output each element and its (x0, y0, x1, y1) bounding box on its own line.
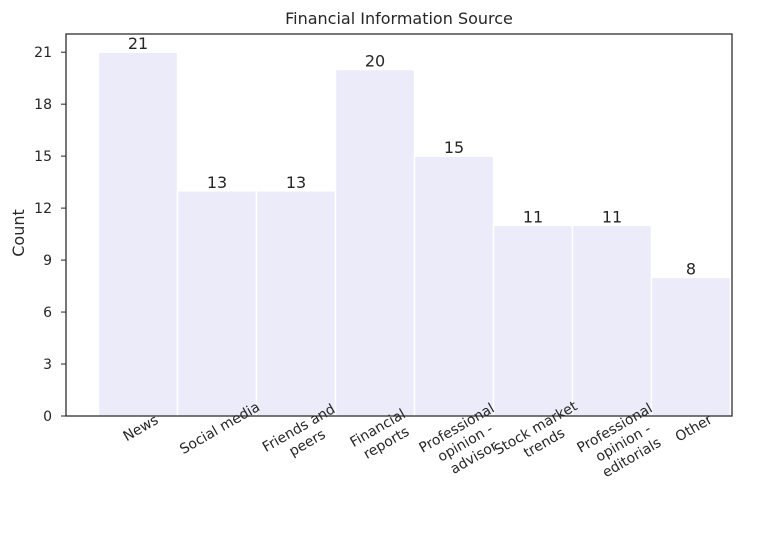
plot-frame (65, 33, 733, 417)
y-tick-label: 12 (34, 201, 52, 217)
bar-value-label: 15 (444, 138, 464, 157)
y-axis-ticks: 0 3 6 9 12 15 18 21 (34, 45, 66, 425)
bar (255, 190, 337, 417)
bar (650, 276, 732, 417)
bar-value-label: 11 (523, 207, 543, 226)
y-tick-label: 21 (34, 45, 52, 61)
bar (97, 51, 179, 417)
y-tick-label: 9 (43, 253, 52, 269)
y-tick-label: 15 (34, 149, 52, 165)
x-tick-label-line: News (121, 412, 162, 445)
bars (97, 51, 732, 417)
y-tick-label: 0 (43, 409, 52, 425)
bar (571, 224, 653, 417)
bar-value-label: 21 (128, 34, 148, 53)
bar (413, 155, 495, 417)
chart-title: Financial Information Source (285, 9, 513, 28)
bar (334, 68, 416, 417)
bar (492, 224, 574, 417)
bar-value-label: 20 (365, 52, 385, 71)
bar-value-label: 13 (286, 173, 306, 192)
bar-value-label: 11 (602, 207, 622, 226)
x-tick-label: News (121, 412, 162, 445)
y-tick-label: 18 (34, 97, 52, 113)
bar (176, 190, 258, 417)
y-tick-label: 3 (43, 357, 52, 373)
y-tick-label: 6 (43, 305, 52, 321)
bar-value-label: 8 (686, 259, 696, 278)
bar-value-label: 13 (207, 173, 227, 192)
y-axis-label: Count (9, 209, 28, 257)
bar-value-labels: 21 13 13 20 15 11 11 8 (128, 34, 696, 278)
